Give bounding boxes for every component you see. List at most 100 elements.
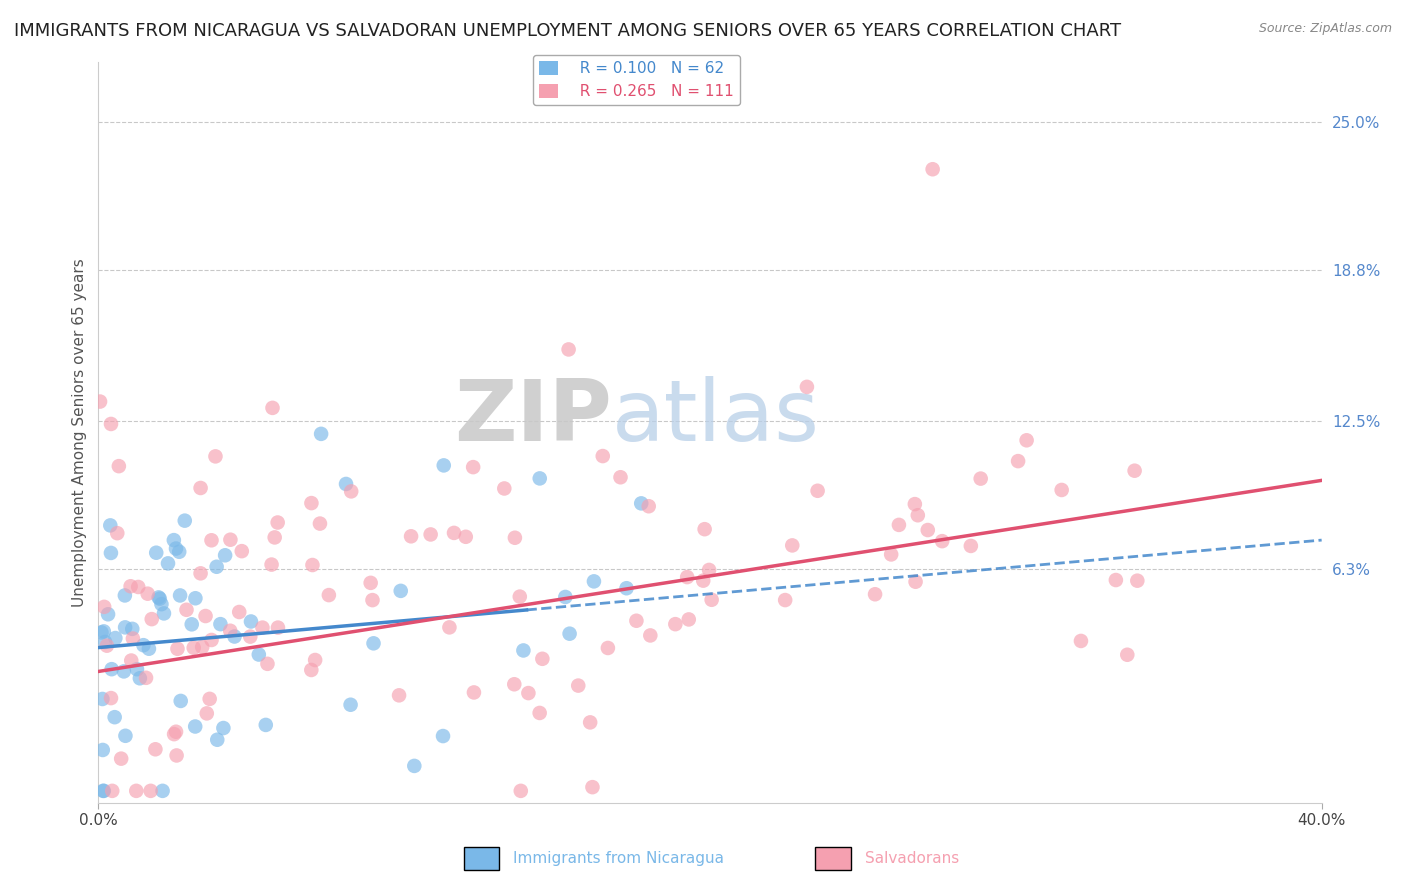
Point [135, 671, 157, 685]
Point [463, 685, 485, 699]
Point [419, 527, 441, 541]
Point [904, 574, 927, 589]
Point [141, 612, 163, 626]
Point [517, 686, 540, 700]
Point [252, 621, 274, 635]
Point [169, 589, 191, 603]
Point [567, 679, 589, 693]
Point [145, 546, 167, 560]
Point [194, 609, 217, 624]
Point [224, 630, 246, 644]
Point [1070, 634, 1092, 648]
Point [693, 522, 716, 536]
Point [432, 729, 454, 743]
Point [592, 449, 614, 463]
Point [692, 574, 714, 588]
Point [529, 706, 551, 720]
Point [678, 612, 700, 626]
Point [156, 557, 179, 571]
Point [170, 694, 193, 708]
Point [108, 459, 131, 474]
Point [125, 662, 148, 676]
Point [100, 417, 122, 431]
Point [96, 639, 118, 653]
Point [200, 533, 222, 548]
Point [145, 742, 167, 756]
Point [97, 607, 120, 622]
Point [773, 593, 796, 607]
Point [165, 541, 187, 556]
Point [148, 591, 170, 605]
Point [503, 531, 526, 545]
Text: Salvadorans: Salvadorans [865, 851, 959, 866]
Point [921, 162, 943, 177]
Point [247, 648, 270, 662]
Point [780, 538, 803, 552]
Point [796, 380, 818, 394]
Point [596, 640, 619, 655]
Point [104, 710, 127, 724]
Point [166, 748, 188, 763]
Point [138, 641, 160, 656]
Point [120, 654, 142, 668]
Point [388, 689, 411, 703]
Point [616, 581, 638, 595]
Y-axis label: Unemployment Among Seniors over 65 years: Unemployment Among Seniors over 65 years [72, 259, 87, 607]
Point [637, 500, 659, 514]
Point [676, 570, 699, 584]
Point [110, 752, 132, 766]
Point [917, 523, 939, 537]
Point [91, 692, 114, 706]
Text: Source: ZipAtlas.com: Source: ZipAtlas.com [1258, 22, 1392, 36]
Point [114, 620, 136, 634]
Text: Immigrants from Nicaragua: Immigrants from Nicaragua [513, 851, 724, 866]
Point [531, 652, 554, 666]
Point [626, 614, 648, 628]
Point [212, 721, 235, 735]
Point [301, 558, 323, 572]
Point [93, 599, 115, 614]
Point [228, 605, 250, 619]
Point [93, 784, 115, 798]
Point [91, 784, 114, 798]
Point [163, 533, 186, 548]
Point [100, 662, 122, 676]
Point [127, 580, 149, 594]
Point [503, 677, 526, 691]
Point [93, 624, 115, 639]
Point [960, 539, 983, 553]
Point [579, 715, 602, 730]
Point [219, 533, 242, 547]
Point [114, 589, 136, 603]
Point [167, 545, 190, 559]
Point [904, 497, 927, 511]
Point [318, 588, 340, 602]
Point [121, 622, 143, 636]
Point [558, 626, 581, 640]
Point [970, 472, 993, 486]
Point [214, 549, 236, 563]
Point [262, 401, 284, 415]
Point [254, 718, 277, 732]
Point [266, 516, 288, 530]
Point [260, 558, 283, 572]
Point [180, 617, 202, 632]
Point [664, 617, 686, 632]
Point [200, 632, 222, 647]
Point [339, 698, 361, 712]
Point [299, 663, 322, 677]
Point [209, 617, 232, 632]
Point [529, 471, 551, 485]
Point [231, 544, 253, 558]
Point [183, 640, 205, 655]
Point [807, 483, 830, 498]
Point [204, 450, 226, 464]
Point [697, 563, 720, 577]
Point [112, 665, 135, 679]
Point [309, 426, 332, 441]
Point [304, 653, 326, 667]
Text: IMMIGRANTS FROM NICARAGUA VS SALVADORAN UNEMPLOYMENT AMONG SENIORS OVER 65 YEARS: IMMIGRANTS FROM NICARAGUA VS SALVADORAN … [14, 22, 1121, 40]
Point [239, 630, 262, 644]
Point [1116, 648, 1139, 662]
Point [125, 784, 148, 798]
